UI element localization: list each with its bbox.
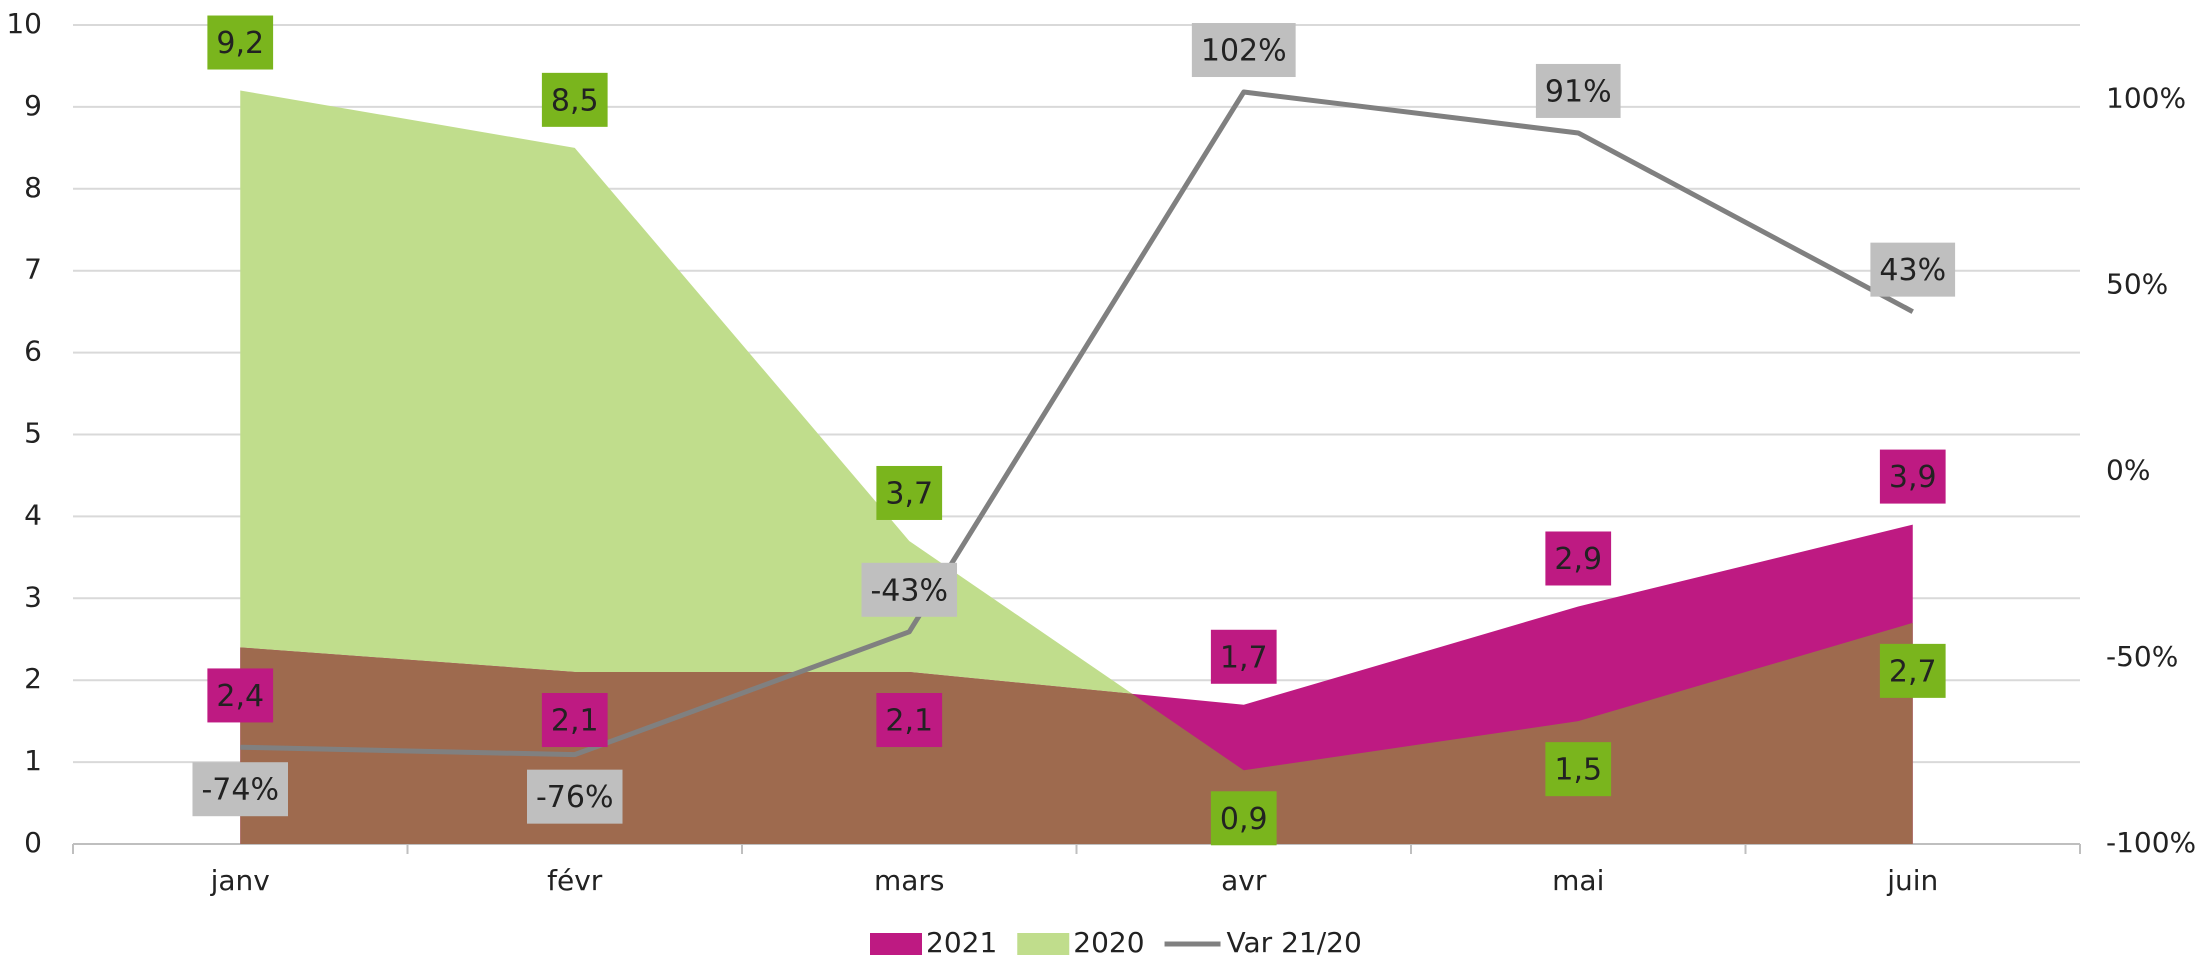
y-tick-label: 2 — [24, 662, 42, 695]
data-label-box — [1879, 449, 1946, 504]
data-label: 2,4 — [207, 668, 274, 723]
data-label: 43% — [1870, 242, 1956, 297]
y-tick-label: 5 — [24, 417, 42, 450]
data-label-text: 2,7 — [1889, 654, 1937, 689]
data-label-text: 2,1 — [885, 704, 933, 739]
data-label: 102% — [1191, 23, 1296, 78]
data-label-text: 102% — [1201, 34, 1287, 69]
legend-label: 2020 — [1073, 926, 1144, 959]
data-label: -43% — [861, 562, 958, 617]
data-label: 3,7 — [876, 465, 943, 520]
data-label-text: 91% — [1545, 74, 1612, 109]
data-label-text: 1,5 — [1554, 753, 1602, 788]
data-label: 0,9 — [1210, 791, 1277, 846]
y-tick-label: 7 — [24, 253, 42, 286]
data-label: 2,1 — [541, 693, 608, 748]
data-label: -76% — [526, 769, 623, 824]
data-label: -74% — [192, 762, 289, 817]
y2-tick-label: 50% — [2106, 268, 2168, 301]
legend-swatch — [870, 933, 922, 955]
data-label-box — [876, 693, 943, 748]
data-label-text: 43% — [1879, 253, 1946, 288]
data-label: 2,7 — [1879, 643, 1946, 698]
y2-tick-label: -100% — [2106, 826, 2196, 859]
data-label: 1,7 — [1210, 629, 1277, 684]
data-label-text: 1,7 — [1220, 640, 1268, 675]
data-label-text: 9,2 — [216, 26, 264, 61]
y-tick-label: 0 — [24, 826, 42, 859]
y-tick-label: 10 — [6, 7, 42, 40]
x-tick-label: juin — [1886, 864, 1938, 897]
data-label-box — [526, 769, 623, 824]
data-label-text: -74% — [201, 773, 279, 808]
area-overlap — [240, 524, 1913, 844]
data-label-box — [1870, 242, 1956, 297]
data-label-box — [1545, 742, 1612, 797]
x-tick-label: avr — [1221, 864, 1267, 897]
data-label-box — [1191, 23, 1296, 78]
data-label-box — [1545, 531, 1612, 586]
data-label: 2,9 — [1545, 531, 1612, 586]
data-label-box — [861, 562, 958, 617]
data-label: 91% — [1535, 63, 1621, 118]
data-label: 2,1 — [876, 693, 943, 748]
data-label-box — [541, 72, 608, 127]
x-tick-label: mars — [874, 864, 945, 897]
y-tick-label: 9 — [24, 89, 42, 122]
data-label-box — [1879, 643, 1946, 698]
data-label-box — [1210, 629, 1277, 684]
y2-tick-label: 0% — [2106, 454, 2150, 487]
data-label-box — [192, 762, 289, 817]
y-tick-label: 1 — [24, 744, 42, 777]
data-label-box — [1210, 791, 1277, 846]
data-label-box — [1535, 63, 1621, 118]
data-label-text: 2,1 — [551, 704, 599, 739]
area — [240, 90, 1913, 844]
data-label: 1,5 — [1545, 742, 1612, 797]
data-label-text: -43% — [870, 573, 948, 608]
data-label: 9,2 — [207, 15, 274, 70]
y-tick-label: 8 — [24, 171, 42, 204]
data-label-box — [541, 693, 608, 748]
data-label-text: 3,7 — [885, 476, 933, 511]
y2-tick-label: -50% — [2106, 640, 2178, 673]
data-label-text: 2,4 — [216, 679, 264, 714]
y-tick-label: 4 — [24, 498, 42, 531]
x-tick-label: janv — [210, 864, 270, 897]
data-label-text: 8,5 — [551, 83, 599, 118]
y-tick-label: 6 — [24, 335, 42, 368]
data-label: 8,5 — [541, 72, 608, 127]
line — [240, 89, 1914, 758]
legend-label: Var 21/20 — [1227, 926, 1362, 959]
y2-tick-label: 100% — [2106, 81, 2186, 114]
legend-swatch — [1017, 933, 1070, 955]
data-label: 3,9 — [1879, 449, 1946, 504]
x-tick-label: mai — [1552, 864, 1604, 897]
data-label-text: 3,9 — [1889, 460, 1937, 495]
data-label-text: 2,9 — [1554, 542, 1602, 577]
data-label-text: 0,9 — [1220, 802, 1268, 837]
data-label-box — [207, 668, 274, 723]
y-tick-label: 3 — [24, 580, 42, 613]
legend-label: 2021 — [926, 926, 997, 959]
x-tick-label: févr — [547, 864, 603, 897]
data-label-text: -76% — [536, 780, 614, 815]
data-label-box — [876, 465, 943, 520]
data-label-box — [207, 15, 274, 70]
